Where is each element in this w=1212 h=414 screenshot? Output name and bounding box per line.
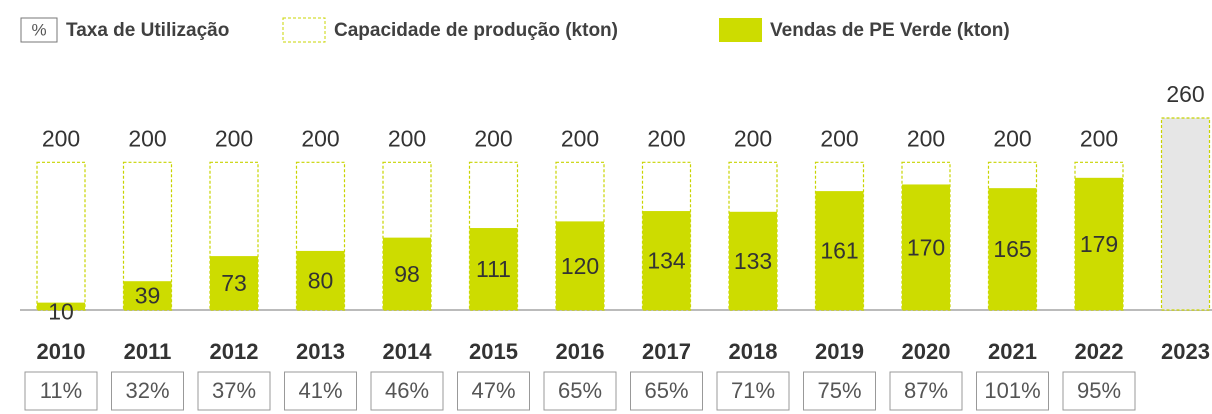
utilization-label: 95% [1077,378,1121,403]
sales-bar [210,256,258,310]
utilization-label: 47% [471,378,515,403]
utilization-label: 32% [125,378,169,403]
sales-bar [988,188,1037,310]
capacity-label: 200 [993,125,1031,151]
sales-bar [296,250,345,310]
sales-label: 133 [734,248,772,274]
sales-label: 111 [476,256,511,282]
sales-label: 134 [647,248,686,274]
capacity-label: 260 [1166,81,1204,107]
utilization-box [457,371,530,411]
capacity-bar [1160,117,1211,311]
x-tick-label: 2019 [815,339,864,364]
legend-swatch [20,17,58,43]
capacity-label: 200 [1080,125,1118,151]
sales-bar [383,237,431,310]
sales-bar [815,191,864,310]
sales-label: 98 [394,261,420,287]
capacity-label: 200 [215,125,253,151]
sales-label: 10 [48,299,74,325]
utilization-box [716,371,790,411]
sales-label: 179 [1080,231,1118,257]
capacity-label: 200 [820,125,858,151]
x-tick-label: 2023 [1161,339,1210,364]
x-tick-label: 2010 [37,339,86,364]
sales-label: 73 [221,270,247,296]
utilization-label: 75% [817,378,861,403]
x-tick-label: 2014 [383,339,433,364]
sales-bar [729,211,777,310]
utilization-box [284,371,357,411]
sales-bar [37,302,85,310]
x-tick-label: 2018 [729,339,778,364]
capacity-label: 200 [42,125,80,151]
utilization-box [803,371,876,411]
sales-label: 39 [135,283,161,309]
sales-label: 80 [308,268,334,294]
sales-bar [556,221,604,310]
utilization-box [976,371,1049,411]
x-tick-label: 2020 [902,339,951,364]
utilization-label: 65% [644,378,688,403]
x-tick-label: 2011 [124,339,172,364]
sales-label: 170 [907,234,945,260]
sales-label: 165 [993,236,1031,262]
capacity-label: 200 [561,125,599,151]
x-tick-label: 2017 [642,339,691,364]
utilization-box [197,371,271,411]
x-tick-label: 2022 [1075,339,1124,364]
sales-bar [642,211,691,310]
x-tick-label: 2016 [556,339,605,364]
utilization-box [111,371,184,411]
utilization-box [630,371,703,411]
capacity-label: 200 [128,125,166,151]
legend-label: Capacidade de produção (kton) [334,20,618,41]
utilization-box [370,371,444,411]
utilization-box [889,371,963,411]
utilization-label: 71% [731,378,775,403]
utilization-box [24,371,98,411]
capacity-label: 200 [734,125,772,151]
sales-bar [1075,177,1123,310]
utilization-label: 46% [385,378,429,403]
sales-bar [123,281,172,310]
sales-label: 161 [820,238,858,264]
capacity-label: 200 [474,125,512,151]
legend-label: Taxa de Utilização [66,20,229,41]
utilization-label: 101% [984,378,1040,403]
capacity-label: 200 [388,125,426,151]
capacity-label: 200 [647,125,685,151]
utilization-label: 37% [212,378,256,403]
legend-swatch [719,18,762,42]
capacity-bar [36,161,86,311]
sales-bar [902,184,950,310]
utilization-label: 87% [904,378,948,403]
x-tick-label: 2021 [988,339,1037,364]
legend-symbol: % [31,20,46,39]
legend-label: Vendas de PE Verde (kton) [770,20,1010,41]
sales-label: 120 [561,253,599,279]
capacity-label: 200 [907,125,945,151]
x-tick-label: 2015 [469,339,518,364]
utilization-box [1062,371,1136,411]
x-tick-label: 2012 [210,339,259,364]
sales-bar [469,228,518,310]
utilization-label: 11% [40,378,82,403]
capacity-label: 200 [301,125,339,151]
utilization-label: 65% [558,378,602,403]
utilization-label: 41% [298,378,342,403]
x-tick-label: 2013 [296,339,345,364]
legend-swatch [282,17,326,43]
utilization-box [543,371,617,411]
